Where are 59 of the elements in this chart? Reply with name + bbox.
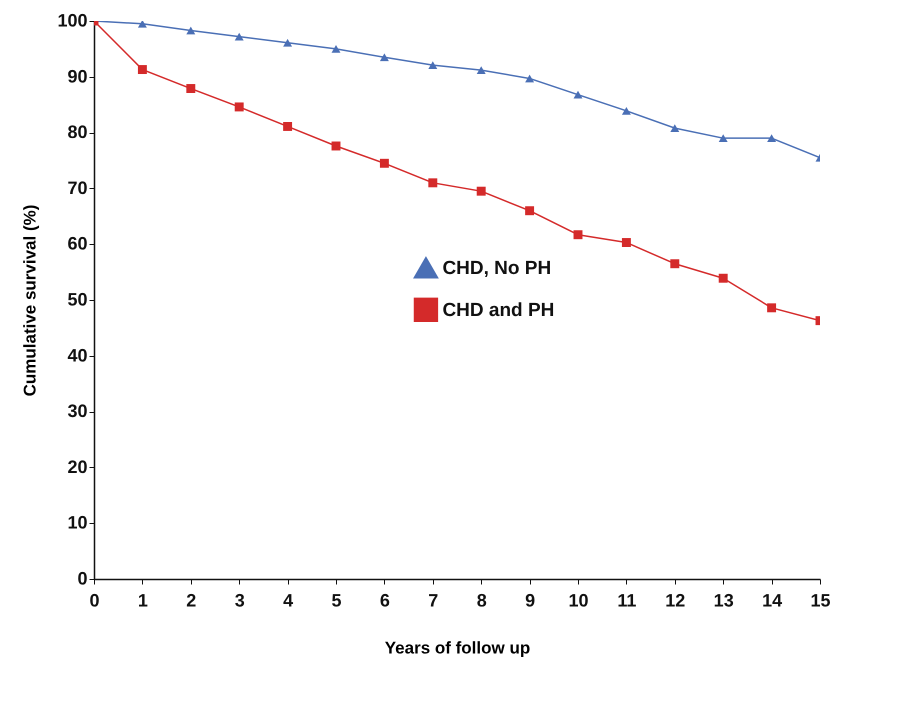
point (138, 65, 147, 74)
point (186, 26, 196, 34)
point (622, 106, 631, 115)
point (186, 84, 196, 93)
point (767, 134, 776, 142)
point (767, 303, 776, 312)
point (574, 90, 582, 99)
point (622, 238, 631, 247)
x-tick-label: 2 (186, 590, 196, 610)
point (380, 53, 389, 62)
y-tick-label: 70 (67, 178, 88, 198)
point (718, 134, 728, 142)
point (525, 206, 534, 216)
point (670, 259, 680, 268)
x-tick-label: 10 (568, 590, 589, 610)
point (718, 274, 728, 283)
point (525, 74, 534, 82)
point (380, 158, 389, 168)
point (234, 102, 244, 112)
point (574, 230, 582, 240)
legend-label: CHD, No PH (442, 258, 552, 279)
x-tick-label: 4 (283, 590, 294, 610)
x-tick-label: 6 (380, 590, 390, 610)
point (234, 32, 244, 40)
x-tick-label: 14 (762, 590, 782, 610)
x-tick-label: 1 (138, 590, 148, 610)
point (283, 38, 292, 47)
point (428, 178, 438, 188)
y-tick-label: 10 (67, 512, 88, 533)
point (332, 142, 340, 150)
point (332, 45, 340, 53)
y-tick-label: 20 (67, 456, 88, 477)
x-tick-label: 9 (525, 590, 536, 610)
x-tick-label: 8 (476, 590, 487, 610)
point (283, 122, 292, 131)
y-tick-label: 90 (67, 66, 88, 86)
legend-label: CHD and PH (442, 300, 554, 321)
point (476, 186, 486, 196)
point (476, 66, 486, 74)
y-tick-label: 0 (77, 568, 88, 588)
x-axis-title: Years of follow up (384, 638, 530, 658)
x-tick-label: 15 (810, 590, 831, 610)
y-tick-label: 60 (67, 234, 88, 254)
y-tick-label: 100 (57, 10, 88, 30)
point (428, 61, 438, 69)
y-tick-label: 50 (67, 290, 88, 310)
y-tick-label: 30 (67, 401, 88, 422)
x-tick-label: 11 (617, 590, 636, 610)
x-tick-label: 13 (714, 590, 734, 610)
x-tick-label: 7 (428, 590, 438, 610)
y-tick-label: 80 (67, 122, 88, 142)
x-tick-label: 3 (234, 590, 245, 610)
x-tick-label: 12 (665, 590, 686, 610)
point (138, 21, 147, 28)
x-tick-label: 0 (89, 590, 100, 610)
point (670, 124, 680, 132)
x-tick-label: 5 (331, 590, 342, 610)
y-tick-label: 40 (67, 345, 88, 366)
y-axis-title: Cumulative survival (%) (20, 204, 40, 396)
